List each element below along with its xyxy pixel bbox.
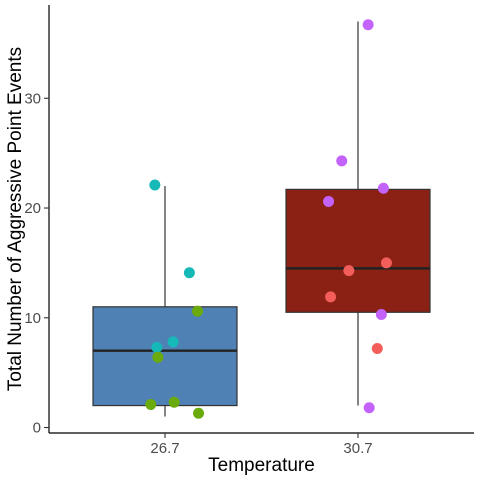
x-axis-title: Temperature [208, 455, 315, 476]
data-point [192, 305, 204, 317]
data-point [145, 398, 157, 410]
data-point [149, 179, 161, 191]
y-tick-label: 10 [24, 310, 41, 327]
data-point [152, 351, 164, 363]
data-point [323, 195, 335, 207]
axis-ticks: 0 10 20 30 26.7 30.7 [24, 90, 372, 457]
data-point [336, 155, 348, 167]
x-tick-label: 30.7 [343, 440, 372, 457]
data-point [375, 308, 387, 320]
plot-area [92, 19, 431, 419]
data-point [193, 407, 205, 419]
data-point [371, 342, 383, 354]
box-1 [92, 306, 238, 407]
data-point [167, 336, 179, 348]
y-tick-label: 30 [24, 90, 41, 107]
y-axis-title: Total Number of Aggressive Point Events [5, 47, 26, 391]
y-tick-label: 0 [33, 420, 41, 437]
data-point [343, 265, 355, 277]
x-tick-label: 26.7 [150, 440, 179, 457]
box-2 [285, 188, 431, 313]
data-point [363, 402, 375, 414]
data-point [325, 291, 337, 303]
data-point [168, 396, 180, 408]
y-tick-label: 20 [24, 200, 41, 217]
data-point [183, 267, 195, 279]
data-point [362, 19, 374, 31]
data-point [380, 257, 392, 269]
data-point [151, 341, 163, 353]
data-point [377, 182, 389, 194]
